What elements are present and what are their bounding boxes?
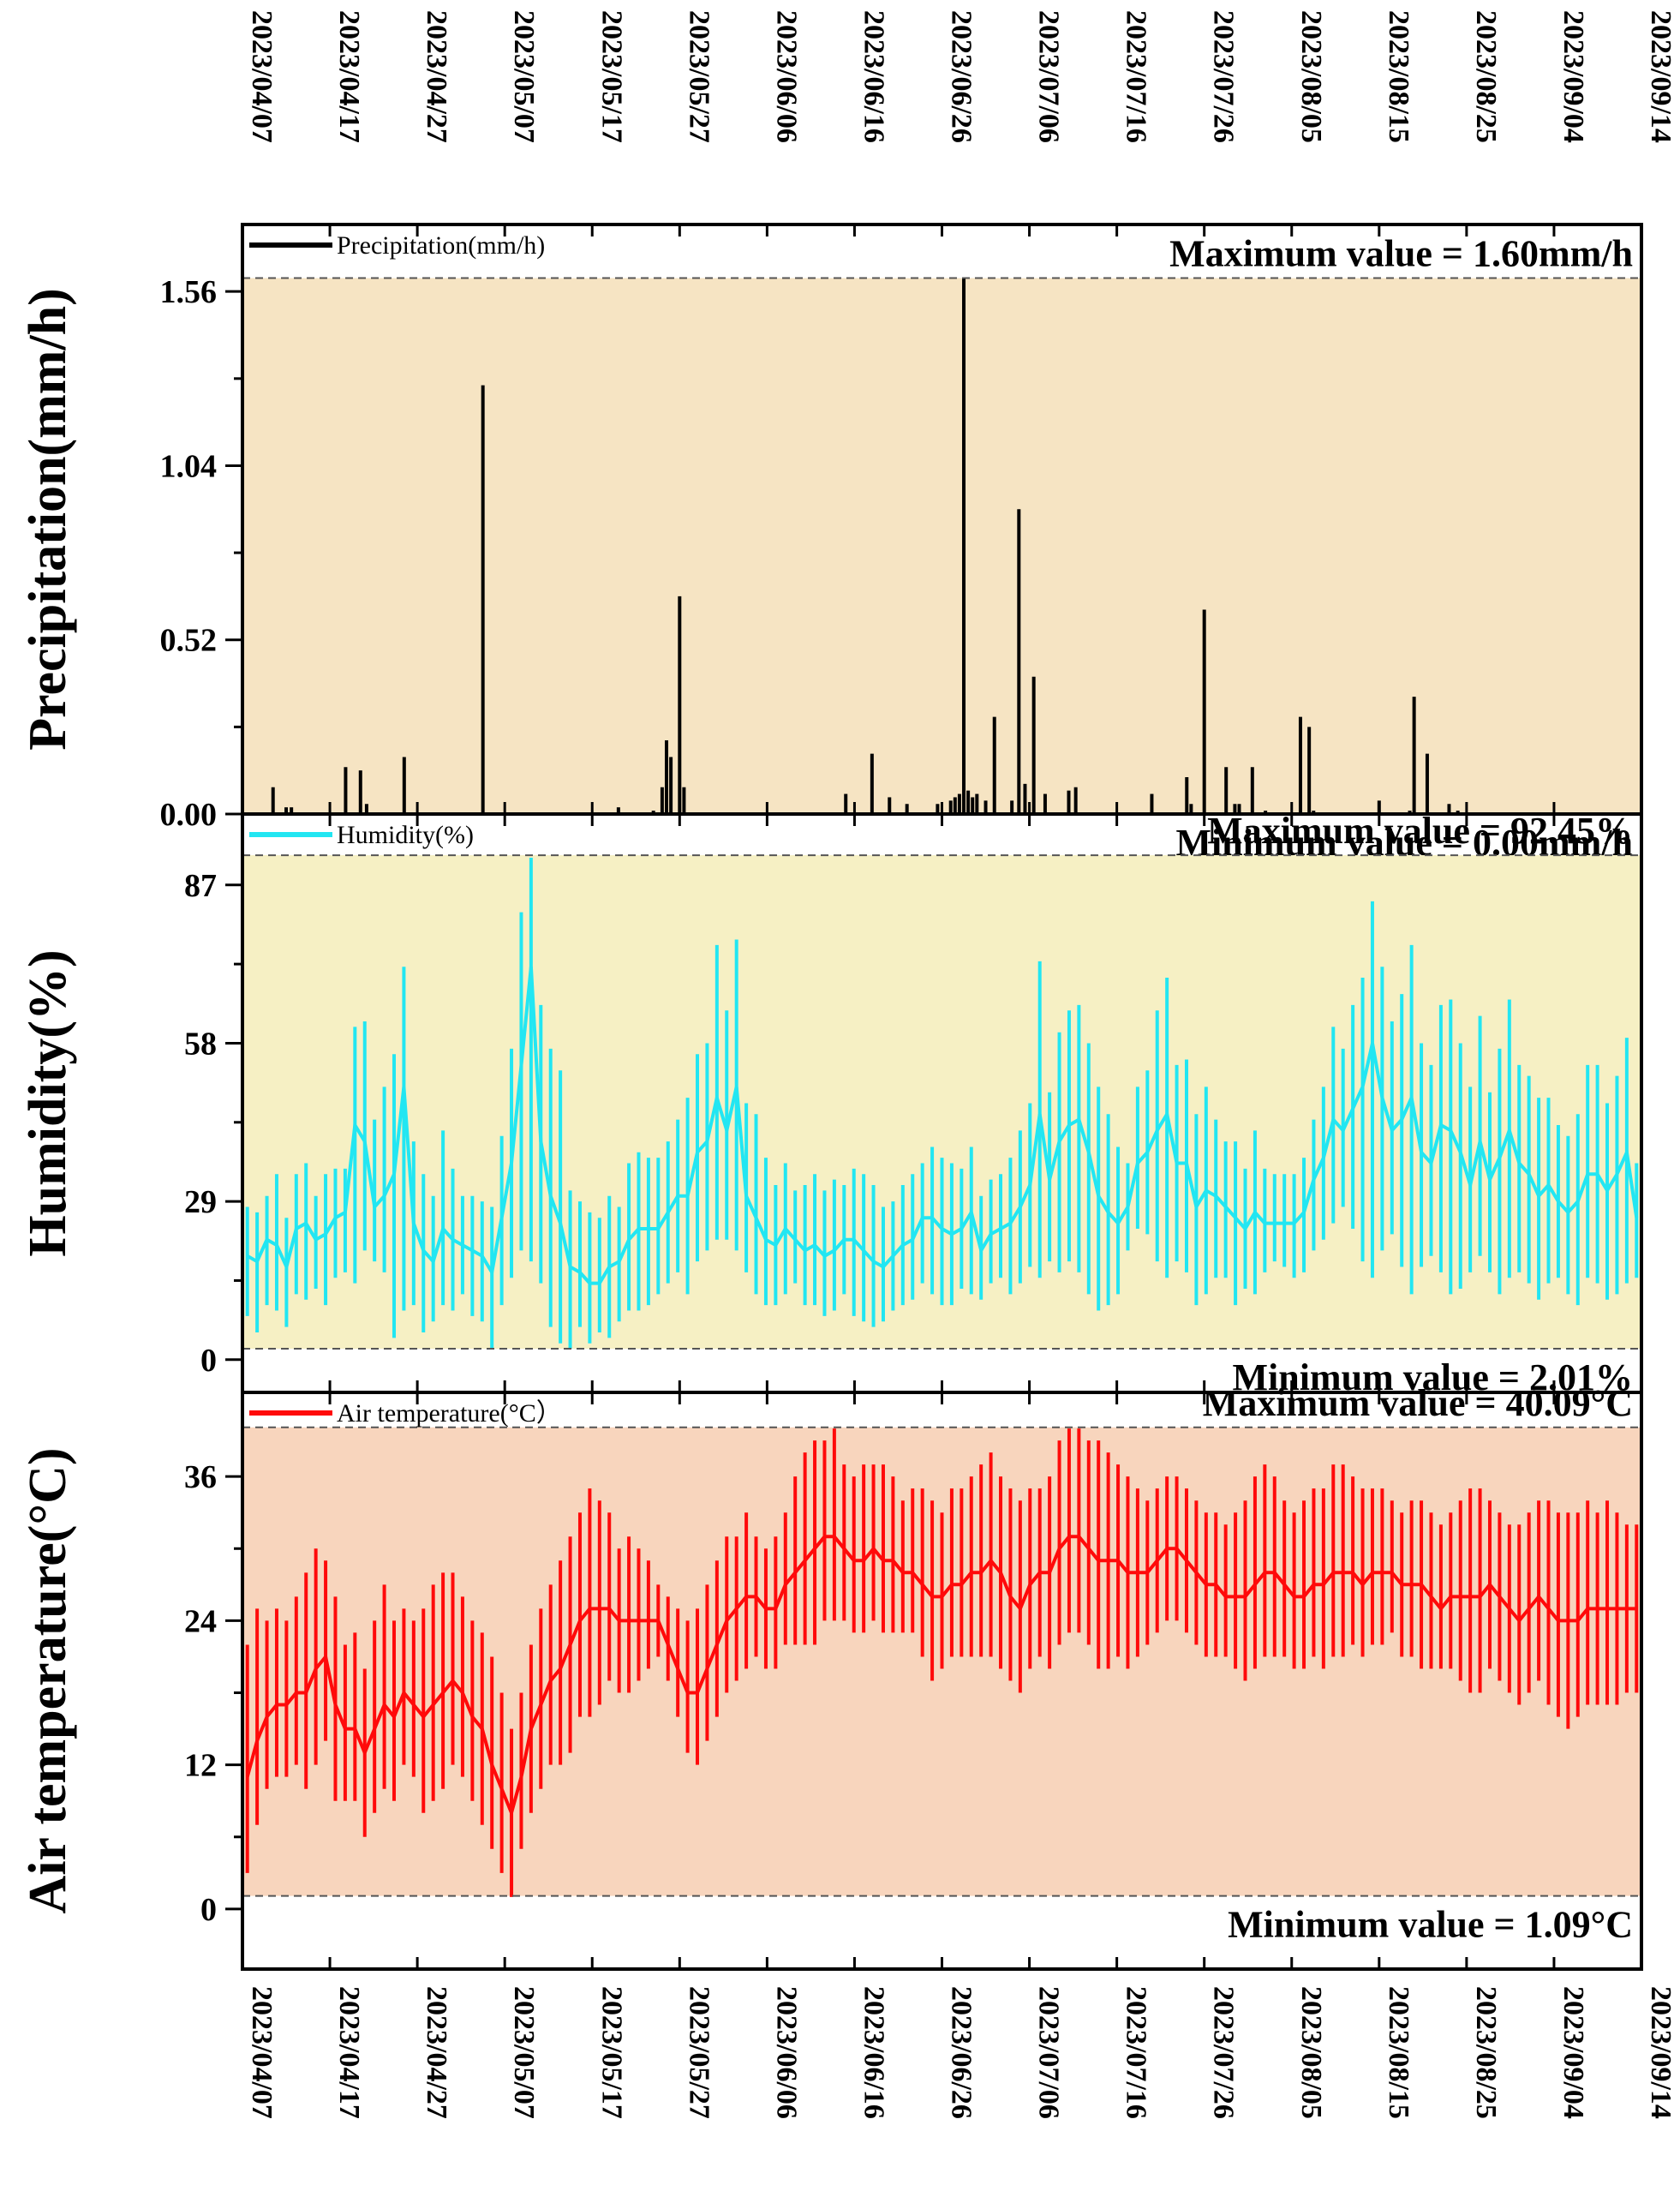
bottom-date-tick-label: 2023/07/16 bbox=[1121, 1986, 1152, 2119]
air-temperature-y-axis: 0 12 24 36 bbox=[184, 1459, 242, 1928]
precipitation-y-axis: 0.00 0.52 1.04 1.56 bbox=[160, 274, 242, 833]
humidity-panel: 0 29 58 87 Humidity(%) Maximum value = 92.4… bbox=[19, 810, 1643, 1398]
precipitation-y-tick-label: 1.56 bbox=[160, 274, 218, 310]
top-date-tick-label: 2023/09/14 bbox=[1645, 10, 1677, 143]
top-date-tick-label: 2023/06/06 bbox=[770, 10, 802, 143]
top-date-tick-label: 2023/04/27 bbox=[421, 10, 452, 143]
precipitation-y-tick-label: 0.52 bbox=[160, 623, 218, 659]
bottom-date-tick-label: 2023/07/26 bbox=[1208, 1986, 1240, 2119]
top-date-tick-label: 2023/05/07 bbox=[508, 10, 540, 143]
bottom-date-tick-label: 2023/09/14 bbox=[1645, 1986, 1677, 2119]
top-date-tick-label: 2023/08/25 bbox=[1470, 10, 1502, 143]
precipitation-y-tick-label: 1.04 bbox=[160, 448, 218, 484]
air-temperature-y-axis-title: Air temperature(°C) bbox=[19, 1447, 77, 1913]
bottom-date-tick-label: 2023/08/25 bbox=[1470, 1986, 1502, 2119]
precipitation-y-axis-title: Precipitation(mm/h) bbox=[19, 288, 77, 751]
air-temperature-y-tick-label: 0 bbox=[200, 1892, 217, 1928]
humidity-legend-label: Humidity(%) bbox=[337, 821, 474, 849]
humidity-y-tick-label: 58 bbox=[184, 1026, 217, 1062]
humidity-y-tick-label: 0 bbox=[200, 1343, 217, 1379]
bottom-date-tick-label: 2023/04/07 bbox=[246, 1986, 278, 2119]
air-temperature-legend-label: Air temperature(°C） bbox=[337, 1399, 562, 1428]
bottom-date-axis: 2023/04/07 2023/04/17 2023/04/27 2023/05/07… bbox=[246, 1986, 1677, 2119]
top-date-tick-label: 2023/04/07 bbox=[246, 10, 278, 143]
humidity-y-axis-title: Humidity(%) bbox=[19, 949, 77, 1256]
bottom-date-tick-label: 2023/07/06 bbox=[1033, 1986, 1065, 2119]
air-temperature-plot-frame bbox=[241, 1391, 1643, 1971]
bottom-date-tick-label: 2023/08/15 bbox=[1383, 1986, 1414, 2119]
air-temperature-y-tick-label: 36 bbox=[184, 1459, 217, 1495]
air-temperature-series bbox=[245, 1428, 1639, 1897]
air-temperature-y-tick-label: 12 bbox=[184, 1748, 217, 1784]
bottom-date-tick-label: 2023/05/27 bbox=[683, 1986, 714, 2119]
top-date-tick-label: 2023/07/06 bbox=[1033, 10, 1065, 143]
precipitation-range-band bbox=[242, 278, 1641, 815]
humidity-y-tick-label: 29 bbox=[184, 1184, 217, 1220]
humidity-y-tick-label: 87 bbox=[184, 868, 217, 904]
top-date-tick-label: 2023/07/16 bbox=[1121, 10, 1152, 143]
air-temperature-max-annotation: Maximum value = 40.09°C bbox=[1203, 1382, 1633, 1424]
top-date-tick-label: 2023/05/17 bbox=[595, 10, 627, 143]
bottom-date-tick-label: 2023/05/07 bbox=[508, 1986, 540, 2119]
bottom-date-tick-label: 2023/05/17 bbox=[595, 1986, 627, 2119]
precipitation-legend-label: Precipitation(mm/h) bbox=[337, 231, 545, 260]
bottom-date-tick-label: 2023/08/05 bbox=[1295, 1986, 1327, 2119]
precipitation-bars bbox=[271, 278, 1460, 814]
top-date-tick-label: 2023/07/26 bbox=[1208, 10, 1240, 143]
top-date-tick-label: 2023/06/26 bbox=[946, 10, 978, 143]
humidity-x-ticks bbox=[241, 814, 1643, 1392]
top-date-tick-label: 2023/04/17 bbox=[333, 10, 365, 143]
top-date-tick-label: 2023/08/05 bbox=[1295, 10, 1327, 143]
top-date-tick-label: 2023/05/27 bbox=[683, 10, 714, 143]
air-temperature-panel: 0 12 24 36 Air temperature(°C） Maximum valu… bbox=[19, 1382, 1643, 1971]
air-temperature-min-annotation: Minimum value = 1.09°C bbox=[1228, 1904, 1633, 1946]
humidity-series bbox=[245, 857, 1639, 1350]
bottom-date-tick-label: 2023/06/16 bbox=[858, 1986, 889, 2119]
air-temperature-y-tick-label: 24 bbox=[184, 1603, 217, 1639]
precipitation-max-annotation: Maximum value = 1.60mm/h bbox=[1169, 233, 1633, 275]
bottom-date-tick-label: 2023/04/27 bbox=[421, 1986, 452, 2119]
air-temperature-mean-line bbox=[245, 1535, 1637, 1818]
top-date-tick-label: 2023/06/16 bbox=[858, 10, 889, 143]
bottom-date-tick-label: 2023/09/04 bbox=[1557, 1986, 1589, 2119]
precipitation-panel: 0.00 0.52 1.04 1.56 Precipitation(mm/h) Max… bbox=[19, 223, 1643, 864]
humidity-max-annotation: Maximum value = 92.45% bbox=[1207, 810, 1633, 852]
bottom-date-tick-label: 2023/06/26 bbox=[946, 1986, 978, 2119]
top-date-axis: 2023/04/07 2023/04/17 2023/04/27 2023/05/07… bbox=[246, 10, 1677, 143]
top-date-tick-label: 2023/09/04 bbox=[1557, 10, 1589, 143]
bottom-date-tick-label: 2023/04/17 bbox=[333, 1986, 365, 2119]
humidity-mean-line bbox=[246, 967, 1639, 1285]
humidity-y-axis: 0 29 58 87 bbox=[184, 868, 242, 1379]
precipitation-y-tick-label: 0.00 bbox=[160, 797, 218, 833]
top-date-tick-label: 2023/08/15 bbox=[1383, 10, 1414, 143]
bottom-date-tick-label: 2023/06/06 bbox=[770, 1986, 802, 2119]
